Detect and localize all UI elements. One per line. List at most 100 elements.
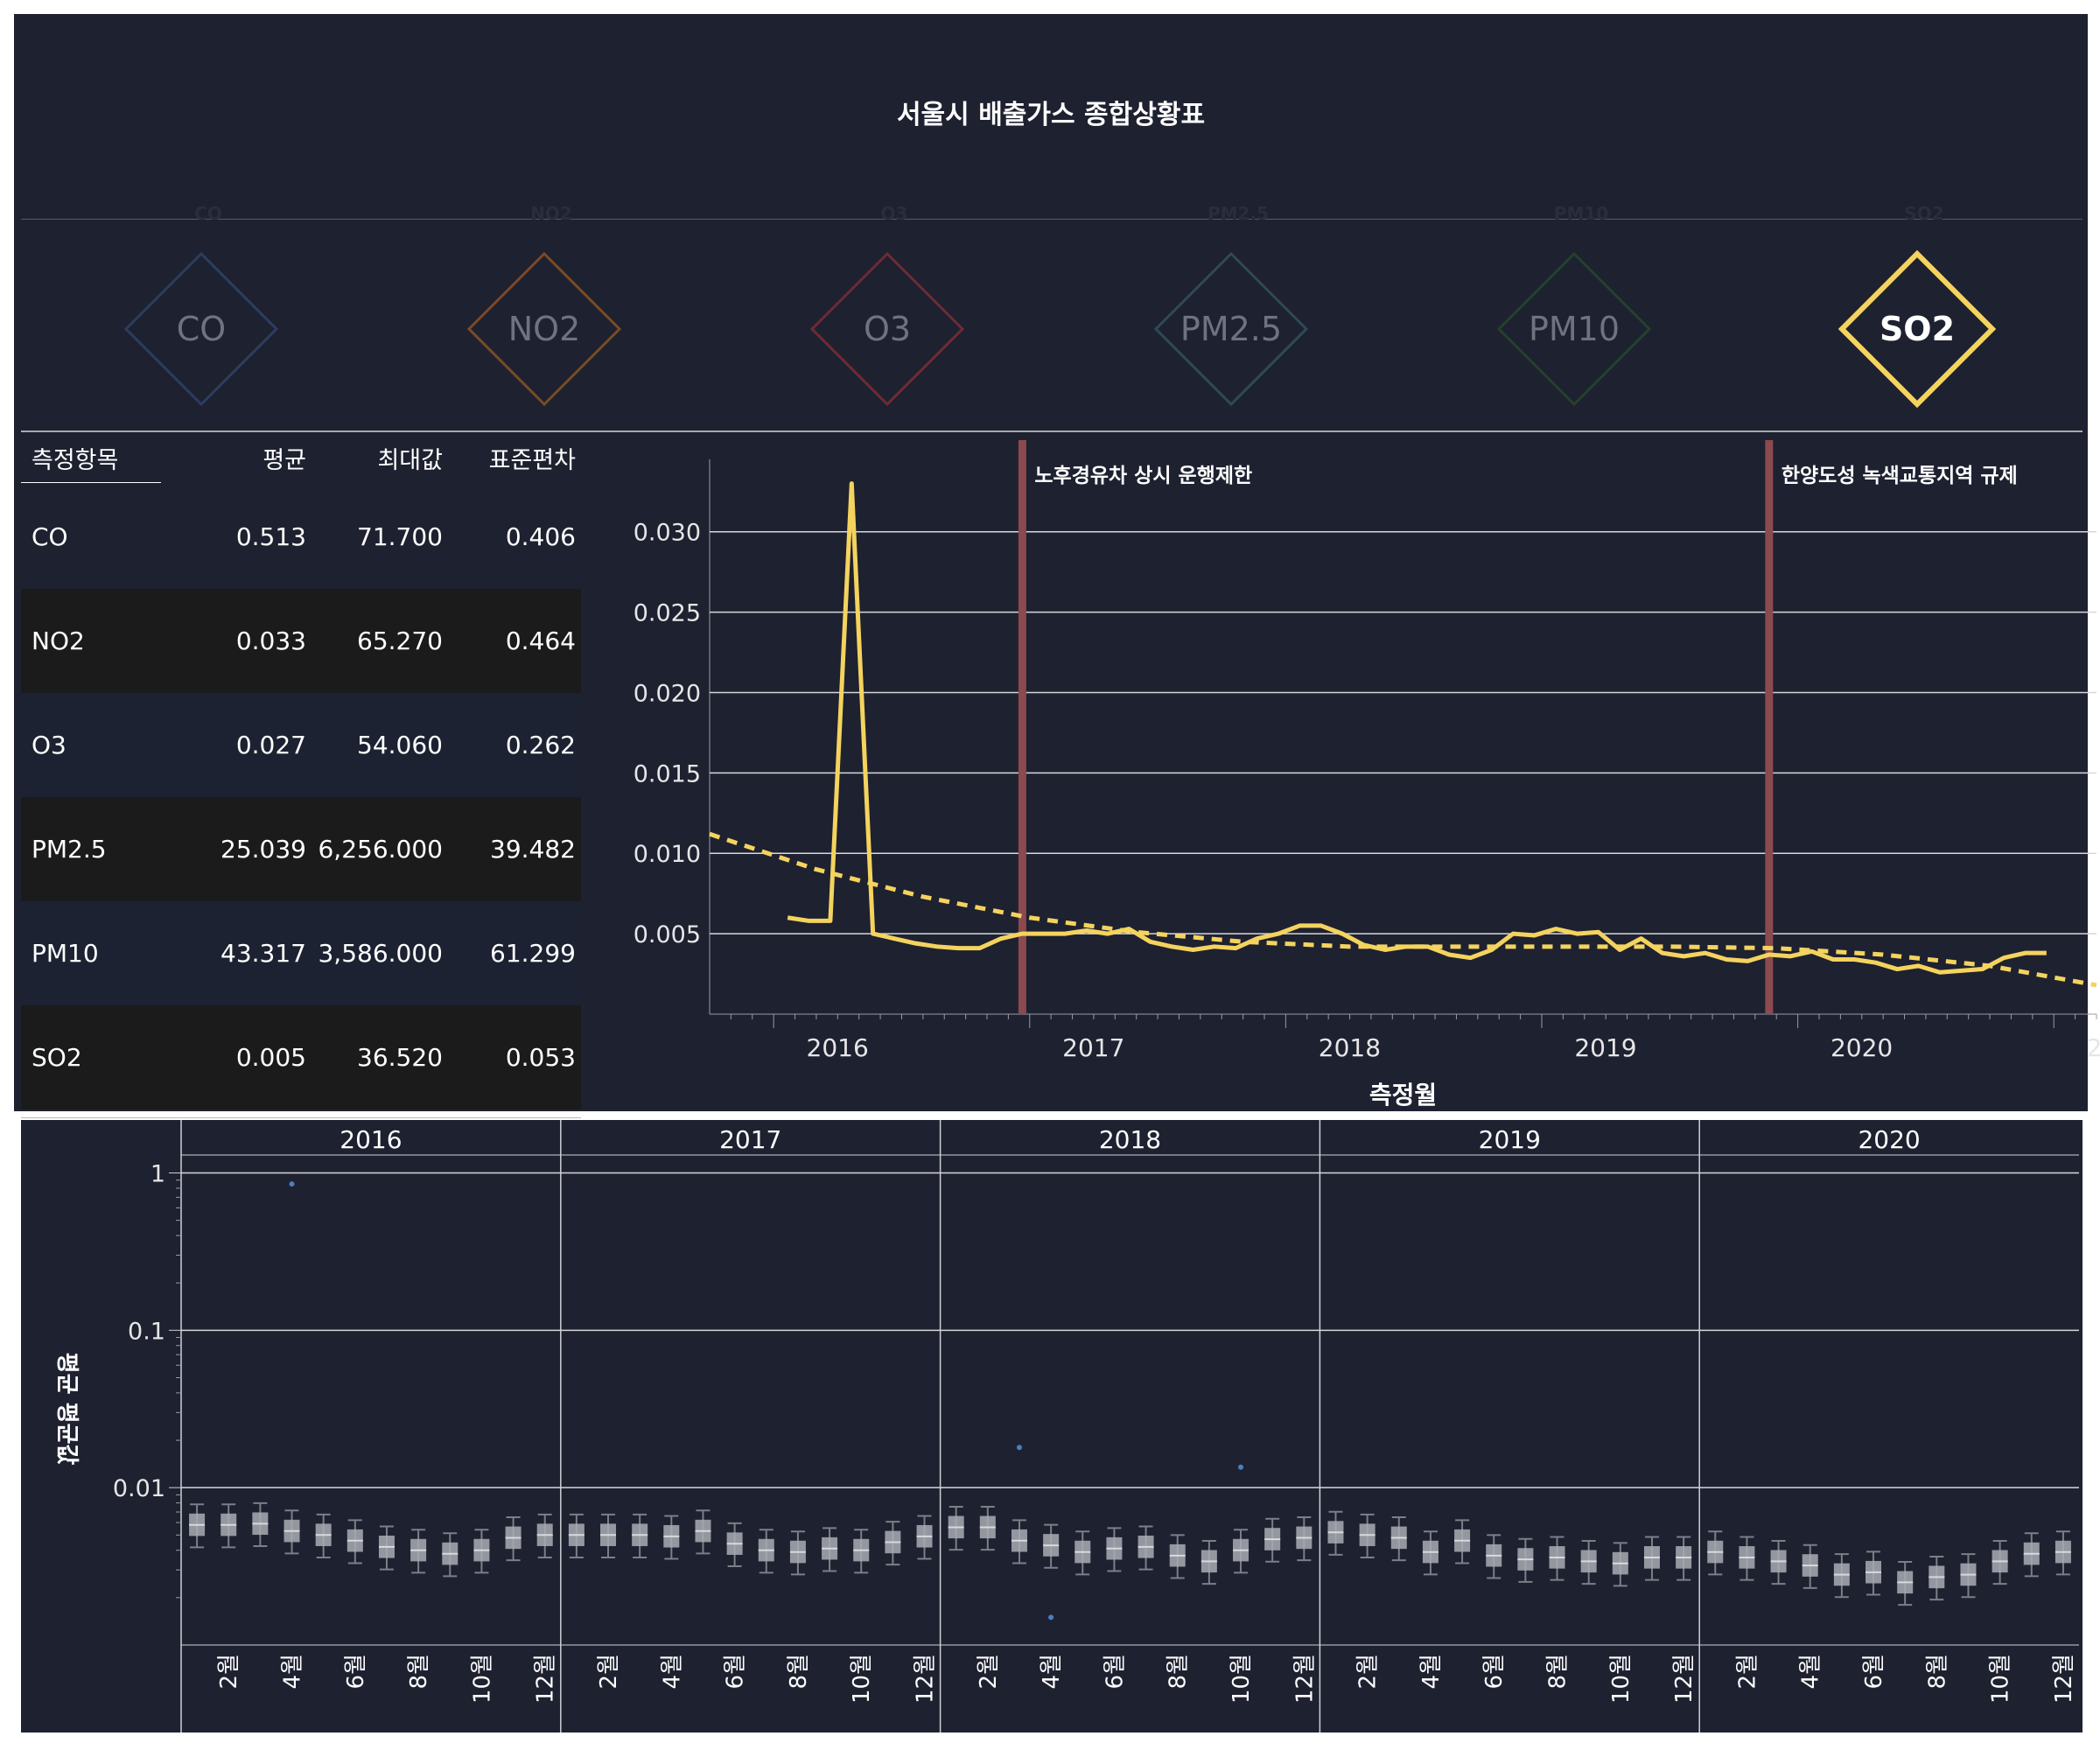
stats-cell-std: 0.406 [505,522,576,551]
pollutant-selector-label: PM10 [1528,310,1620,348]
x-tick-label: 10월 [1608,1654,1634,1704]
y-tick-label: 0.030 [634,520,701,547]
stats-cell-mean: 25.039 [220,835,306,864]
x-tick-label: 8월 [786,1654,812,1689]
series-line [787,481,2047,975]
x-tick-label: 8월 [1924,1654,1950,1689]
x-axis-title: 측정월 [1369,1081,1437,1110]
y-tick-label: 0.1 [128,1318,165,1345]
stats-header-underline [21,482,161,483]
y-tick-label: 0.005 [634,921,701,948]
pollutant-selector-label: PM2.5 [1180,310,1283,348]
outlier-point [289,1181,295,1187]
stats-cell-std: 0.464 [505,626,576,655]
trend-line [709,831,2097,988]
y-tick-label: 0.010 [634,841,701,868]
x-tick-label: 6월 [1861,1654,1887,1689]
stats-row: CO 0.513 71.700 0.406 [21,485,581,589]
x-tick-label: 2월 [1734,1654,1760,1689]
selector-divider-bottom [21,430,2082,432]
x-tick-label: 2월 [976,1654,1002,1689]
stats-cell-mean: 0.033 [235,626,306,655]
x-tick-label: 8월 [1545,1654,1572,1689]
x-tick-label: 12월 [913,1654,939,1704]
annotation-label: 한양도성 녹색교통지역 규제 [1782,465,2018,487]
x-tick-label: 10월 [1988,1654,2014,1704]
y-tick-label: 0.020 [634,680,701,707]
diamond-icon [1496,251,1652,407]
x-tick-label: 2016 [807,1033,869,1062]
panel-year-label: 2016 [340,1125,402,1154]
pollutant-selector-co[interactable]: CO [122,250,280,408]
pollutant-selector-no2[interactable]: NO2 [466,250,623,408]
x-tick-label: 2월 [596,1654,622,1689]
stats-cell-std: 61.299 [490,939,576,968]
diamond-icon [123,251,279,407]
stats-cell-item: CO [32,522,68,551]
x-tick-label: 4월 [280,1654,306,1689]
pollutant-selector-label: CO [176,310,227,348]
x-tick-label: 2월 [216,1654,242,1689]
stats-cell-max: 36.520 [357,1043,443,1072]
pollutant-selector-label: O3 [863,310,912,348]
selector-header-no2: NO2 [530,203,572,224]
stats-cell-std: 0.262 [505,731,576,760]
y-tick-label: 0.015 [634,760,701,788]
pollutant-selector-o3[interactable]: O3 [808,250,966,408]
y-axis-title: 평균 평균값 [53,1353,80,1466]
monthly-boxplot-chart: 0.01 0.1 1 평균 평균값 2016 2월 4월 6월 8월 10월 12월 2017 2월 4월… [21,1120,2082,1732]
x-tick-label: 6월 [723,1654,749,1689]
selector-header-pm25: PM2.5 [1208,203,1269,224]
x-tick-label: 8월 [406,1654,432,1689]
selector-header-co: CO [194,203,222,224]
stats-header-max: 최대값 [377,447,443,474]
x-tick-label: 6월 [1481,1654,1508,1689]
stats-cell-item: PM10 [32,939,99,968]
stats-cell-mean: 0.513 [235,522,306,551]
selector-divider-top [21,219,2082,220]
x-tick-label: 8월 [1166,1654,1192,1689]
dashboard-top-panel: 서울시 배출가스 종합상황표 CO NO2 O3 PM2.5 PM10 SO2 … [14,14,2100,1118]
x-tick-label: 2017 [1062,1033,1124,1062]
y-tick-label: 1 [150,1160,165,1187]
pollutant-selector-label: NO2 [508,310,581,348]
stats-cell-item: NO2 [32,626,85,655]
x-tick-label: 2019 [1574,1033,1636,1062]
x-tick-label: 4월 [659,1654,685,1689]
pollutant-selector-label: SO2 [1879,310,1956,348]
boxplot-background [21,1120,2082,1732]
y-tick-label: 0.01 [113,1475,165,1502]
diamond-icon [1153,251,1309,407]
stats-cell-max: 71.700 [357,522,443,551]
stats-cell-item: SO2 [32,1043,82,1072]
selector-header-o3: O3 [880,203,908,224]
pollutant-selector-pm10[interactable]: PM10 [1495,250,1653,408]
stats-table: 측정항목 평균 최대값 표준편차 CO 0.513 71.700 0.406 N… [21,440,581,1118]
stats-row: PM2.5 25.039 6,256.000 39.482 [21,797,581,901]
stats-cell-max: 3,586.000 [318,939,443,968]
stats-header-item: 측정항목 [32,447,119,474]
pollutant-selector-pm25[interactable]: PM2.5 [1152,250,1310,408]
x-tick-label: 10월 [469,1654,495,1704]
stats-cell-std: 0.053 [505,1043,576,1072]
outlier-point [1238,1464,1244,1470]
selector-header-so2: SO2 [1904,203,1944,224]
stats-cell-item: PM2.5 [32,835,107,864]
diamond-icon [1838,249,1997,409]
stats-row: NO2 0.033 65.270 0.464 [21,589,581,693]
stats-header-mean: 평균 [262,447,306,474]
diamond-icon [466,251,622,407]
stats-row: SO2 0.005 36.520 0.053 [21,1005,581,1110]
x-tick-label: 4월 [1418,1654,1445,1689]
diamond-icon [809,251,965,407]
x-tick-label: 6월 [1102,1654,1128,1689]
dashboard-title: 서울시 배출가스 종합상황표 [896,100,1206,130]
outlier-point [1016,1445,1022,1451]
stats-row: PM10 43.317 3,586.000 61.299 [21,901,581,1005]
x-tick-label: 12월 [1671,1654,1698,1704]
stats-row: O3 0.027 54.060 0.262 [21,693,581,797]
panel-year-label: 2018 [1099,1125,1161,1154]
pollutant-selector-so2[interactable]: SO2 [1838,249,1997,409]
x-tick-label: 4월 [1039,1654,1065,1689]
stats-cell-max: 54.060 [357,731,443,760]
